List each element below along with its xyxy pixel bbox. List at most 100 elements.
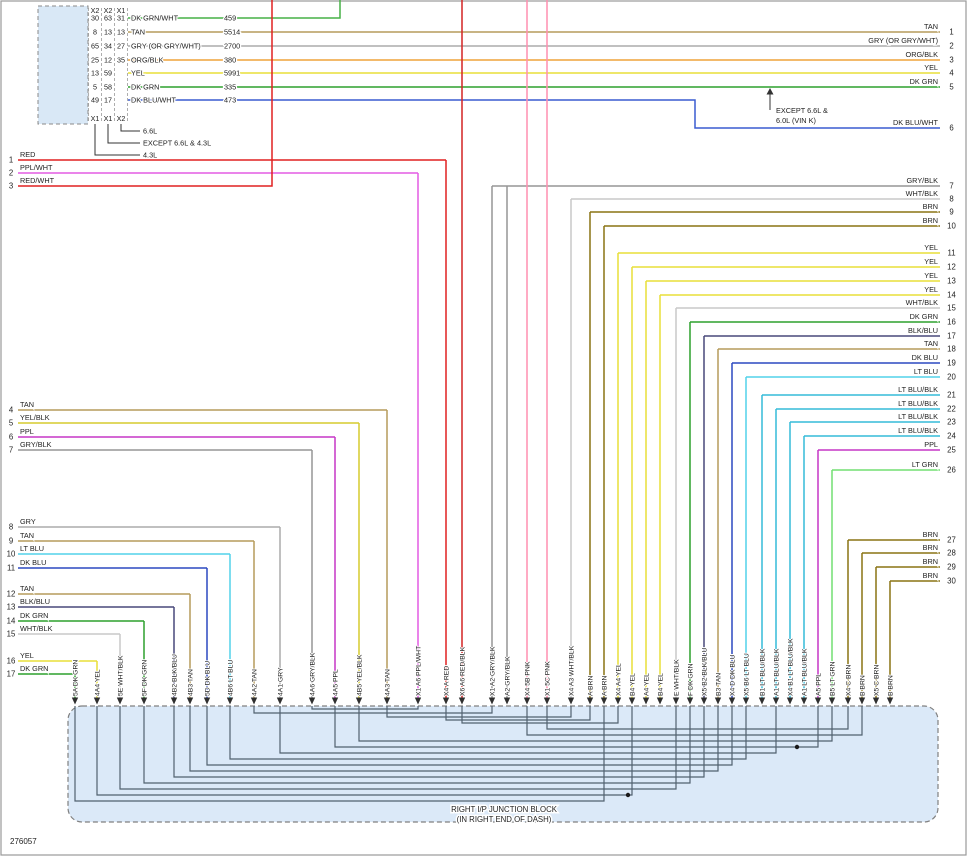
top-connector-box: [37, 5, 89, 125]
wire-label: BRN: [923, 530, 938, 539]
pin-arrow-icon: [714, 697, 722, 705]
wire-number: 1: [949, 28, 953, 37]
wire-label: TAN: [924, 22, 938, 31]
connector-pin-number: 30: [91, 14, 99, 23]
splice-dot: [625, 792, 631, 798]
junction-route: [358, 706, 833, 742]
wire-number: 10: [947, 222, 956, 231]
pin-arrow-icon: [543, 697, 551, 705]
wire-number: 15: [947, 304, 956, 313]
connector-pin-number: 59: [104, 69, 112, 78]
splice-dot: [794, 744, 800, 750]
pin-label: X5 B6 LT BLU: [743, 653, 750, 696]
wire-label: DK BLU/WHT: [893, 118, 939, 127]
pin-label: 4B5 YEL/BLK: [356, 654, 363, 696]
diagram-code: 276057: [10, 837, 37, 846]
pin-label: 4A1 GRY: [277, 667, 284, 696]
pin-arrow-icon: [331, 697, 339, 705]
wire-number: 6: [9, 433, 13, 442]
pin-label: X6 A6 RED/BLK: [459, 646, 466, 696]
pin-label: X1 A2 GRY/BLK: [489, 646, 496, 696]
wire-number: 25: [947, 446, 956, 455]
circuit-number: 5991: [224, 69, 240, 78]
junction-block-subtitle: (IN RIGHT END OF DASH): [457, 815, 552, 824]
wire-label: YEL/BLK: [20, 413, 50, 422]
wire-label: YEL: [924, 271, 938, 280]
pin-arrow-icon: [458, 697, 466, 705]
wire-label: DK BLU: [20, 558, 46, 567]
pin-arrow-icon: [355, 697, 363, 705]
wire-number: 14: [947, 291, 956, 300]
pin-label: 5E WHT/BLK: [117, 655, 124, 696]
wire-number: 7: [9, 446, 13, 455]
pin-arrow-icon: [742, 697, 750, 705]
pin-label: X4 C BRN: [845, 665, 852, 696]
wire-number: 14: [7, 617, 16, 626]
wire-number: 10: [7, 550, 16, 559]
wire-number: 16: [7, 657, 16, 666]
variant-line: [107, 124, 140, 144]
pin-arrow-icon: [250, 697, 258, 705]
wire-label: WHT/BLK: [906, 189, 939, 198]
annotation-text: 6.0L (VIN K): [776, 116, 816, 125]
wire-label: GRY/BLK: [907, 176, 939, 185]
pin-label: X5 B2 BLK/BLU: [701, 648, 708, 696]
pin-arrow-icon: [226, 697, 234, 705]
connector-header: X2: [104, 6, 113, 15]
pin-label: 4A6 GRY/BLK: [309, 652, 316, 696]
pin-arrow-icon: [628, 697, 636, 705]
wire-number: 8: [9, 523, 13, 532]
wire-color-name: ORG/BLK: [131, 56, 164, 65]
wire-label: WHT/BLK: [906, 298, 939, 307]
wire-number: 1: [9, 156, 13, 165]
connector-pin-number: 34: [104, 42, 112, 51]
pin-label: 4A4 YEL: [94, 669, 101, 696]
wire-number: 12: [947, 263, 956, 272]
wire-number: 7: [949, 182, 953, 191]
pin-label: B1 LT BLU/BLK: [759, 648, 766, 696]
pin-label: A2 GRY/BLK: [504, 656, 511, 696]
connector-pin-number: 13: [104, 28, 112, 37]
pin-label: F DK GRN: [687, 663, 694, 696]
wire-label: YEL: [924, 243, 938, 252]
pin-arrow-icon: [116, 697, 124, 705]
pin-arrow-icon: [872, 697, 880, 705]
circuit-number: 2700: [224, 42, 240, 51]
pin-label: A5 PPL: [815, 673, 822, 696]
pin-label: B4 YEL: [629, 673, 636, 696]
connector-pin-number: 5: [93, 83, 97, 92]
pin-label: A BRN: [587, 676, 594, 696]
variant-label: 6.6L: [143, 127, 157, 136]
wire-label: YEL: [924, 285, 938, 294]
pin-arrow-icon: [93, 697, 101, 705]
pin-label: X4 A4 YEL: [615, 663, 622, 696]
pin-arrow-icon: [276, 697, 284, 705]
connector-pin-number: 17: [104, 96, 112, 105]
wire-label: GRY (OR GRY/WHT): [868, 36, 938, 45]
pin-label: B5 LT GRN: [829, 661, 836, 696]
wire-label: BRN: [923, 202, 938, 211]
connector-pin-number: 31: [117, 14, 125, 23]
pin-arrow-icon: [814, 697, 822, 705]
wire-left: [18, 0, 273, 187]
wire-number: 8: [949, 195, 953, 204]
wire-number: 17: [7, 670, 16, 679]
wire-number: 5: [949, 83, 954, 92]
wire-number: 16: [947, 318, 956, 327]
pin-arrow-icon: [614, 697, 622, 705]
pin-arrow-icon: [71, 697, 79, 705]
pin-arrow-icon: [656, 697, 664, 705]
wire-label: DK GRN: [20, 664, 48, 673]
circuit-number: 335: [224, 83, 236, 92]
wire-number: 30: [947, 577, 956, 586]
pin-arrow-icon: [523, 697, 531, 705]
wire-number: 13: [947, 277, 956, 286]
wire-label: TAN: [20, 531, 34, 540]
pin-arrow-icon: [686, 697, 694, 705]
junction-route: [253, 706, 493, 714]
wire-label: BRN: [923, 571, 938, 580]
pin-arrow-icon: [503, 697, 511, 705]
wire-label: GRY/BLK: [20, 440, 52, 449]
wire-number: 4: [9, 406, 14, 415]
